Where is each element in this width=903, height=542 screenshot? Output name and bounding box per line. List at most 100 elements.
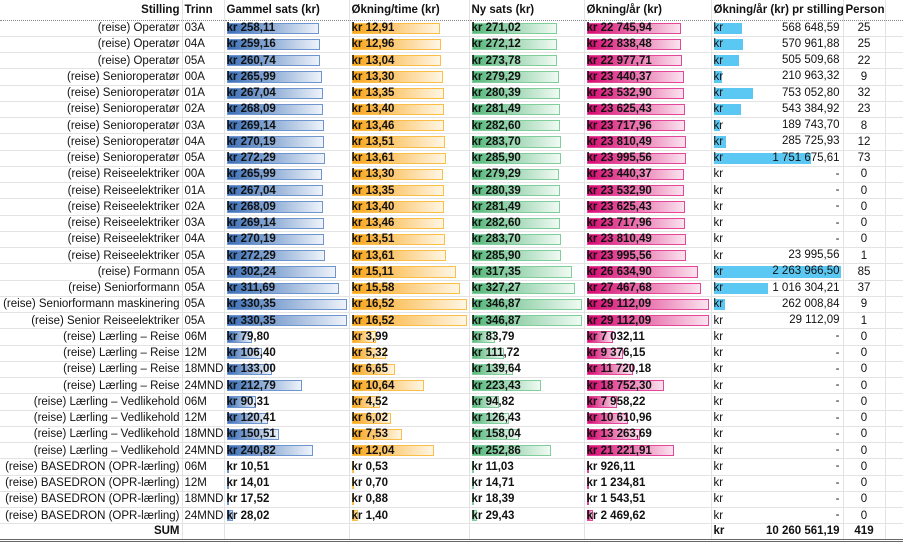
ny-sats-cell[interactable]: kr 282,60 — [469, 215, 585, 232]
pr-stilling-cell[interactable]: kr 210 963,32 — [711, 68, 844, 86]
okning-aar-cell[interactable]: kr 21 221,91 — [584, 442, 712, 460]
okning-time-cell[interactable]: kr 7,53 — [349, 426, 470, 444]
pr-stilling-cell[interactable]: kr 753 052,80 — [711, 85, 844, 102]
trinn-cell[interactable]: 06M — [182, 328, 225, 346]
pr-stilling-cell[interactable]: kr - — [711, 475, 844, 492]
personell-cell[interactable]: 85 — [843, 263, 886, 281]
personell-cell[interactable]: 0 — [843, 328, 886, 346]
okning-aar-cell[interactable]: kr 29 112,09 — [584, 296, 712, 314]
empty-cell[interactable] — [885, 377, 903, 395]
gammel-sats-cell[interactable]: kr 267,04 — [224, 182, 350, 200]
ny-sats-cell[interactable]: kr 280,39 — [469, 182, 585, 200]
trinn-cell[interactable]: 02A — [182, 101, 225, 119]
empty-cell[interactable] — [885, 52, 903, 70]
pr-stilling-cell[interactable]: kr - — [711, 491, 844, 509]
stilling-cell[interactable]: (reise) Lærling – Reise — [0, 345, 183, 362]
okning-aar-cell[interactable]: kr 23 532,90 — [584, 182, 712, 200]
empty-cell[interactable] — [349, 523, 470, 542]
empty-cell[interactable] — [885, 166, 903, 184]
okning-time-cell[interactable]: kr 13,35 — [349, 85, 470, 102]
sum-label[interactable]: SUM — [0, 523, 183, 542]
gammel-sats-cell[interactable]: kr 133,00 — [224, 361, 350, 379]
ny-sats-cell[interactable]: kr 281,49 — [469, 198, 585, 216]
personell-cell[interactable]: 73 — [843, 150, 886, 167]
okning-time-cell[interactable]: kr 6,02 — [349, 410, 470, 427]
ny-sats-cell[interactable]: kr 18,39 — [469, 491, 585, 509]
empty-cell[interactable] — [885, 215, 903, 232]
pr-stilling-cell[interactable]: kr - — [711, 426, 844, 444]
trinn-cell[interactable]: 05A — [182, 312, 225, 330]
header-stilling[interactable]: Stilling — [0, 0, 183, 21]
gammel-sats-cell[interactable]: kr 270,19 — [224, 133, 350, 151]
ny-sats-cell[interactable]: kr 272,12 — [469, 36, 585, 54]
okning-time-cell[interactable]: kr 0,70 — [349, 475, 470, 492]
ny-sats-cell[interactable]: kr 279,29 — [469, 68, 585, 86]
gammel-sats-cell[interactable]: kr 330,35 — [224, 296, 350, 314]
gammel-sats-cell[interactable]: kr 272,29 — [224, 150, 350, 167]
ny-sats-cell[interactable]: kr 282,60 — [469, 117, 585, 135]
stilling-cell[interactable]: (reise) Senioroperatør — [0, 117, 183, 135]
stilling-cell[interactable]: (reise) Reiseelektriker — [0, 166, 183, 184]
empty-cell[interactable] — [885, 328, 903, 346]
trinn-cell[interactable]: 24MND — [182, 442, 225, 460]
empty-cell[interactable] — [885, 182, 903, 200]
okning-time-cell[interactable]: kr 13,40 — [349, 198, 470, 216]
empty-cell[interactable] — [885, 491, 903, 509]
trinn-cell[interactable]: 05A — [182, 280, 225, 297]
stilling-cell[interactable]: (reise) Reiseelektriker — [0, 198, 183, 216]
trinn-cell[interactable]: 01A — [182, 85, 225, 102]
stilling-cell[interactable]: (reise) Lærling – Reise — [0, 377, 183, 395]
gammel-sats-cell[interactable]: kr 150,51 — [224, 426, 350, 444]
pr-stilling-cell[interactable]: kr 189 743,70 — [711, 117, 844, 135]
okning-aar-cell[interactable]: kr 23 717,96 — [584, 117, 712, 135]
empty-cell[interactable] — [885, 20, 903, 37]
okning-aar-cell[interactable]: kr 1 543,51 — [584, 491, 712, 509]
personell-cell[interactable]: 9 — [843, 296, 886, 314]
ny-sats-cell[interactable]: kr 252,86 — [469, 442, 585, 460]
header-okning-time[interactable]: Økning/time (kr) — [349, 0, 470, 21]
empty-cell[interactable] — [584, 523, 712, 542]
stilling-cell[interactable]: (reise) Senioroperatør — [0, 133, 183, 151]
personell-cell[interactable]: 0 — [843, 198, 886, 216]
stilling-cell[interactable]: (reise) BASEDRON (OPR-lærling) — [0, 491, 183, 509]
personell-cell[interactable]: 0 — [843, 182, 886, 200]
stilling-cell[interactable]: (reise) Operatør — [0, 20, 183, 37]
ny-sats-cell[interactable]: kr 279,29 — [469, 166, 585, 184]
ny-sats-cell[interactable]: kr 346,87 — [469, 312, 585, 330]
personell-cell[interactable]: 12 — [843, 133, 886, 151]
pr-stilling-cell[interactable]: kr - — [711, 458, 844, 476]
personell-cell[interactable]: 0 — [843, 231, 886, 249]
ny-sats-cell[interactable]: kr 126,43 — [469, 410, 585, 427]
pr-stilling-cell[interactable]: kr 568 648,59 — [711, 20, 844, 37]
okning-aar-cell[interactable]: kr 27 467,68 — [584, 280, 712, 297]
gammel-sats-cell[interactable]: kr 10,51 — [224, 458, 350, 476]
okning-aar-cell[interactable]: kr 22 838,48 — [584, 36, 712, 54]
trinn-cell[interactable]: 12M — [182, 410, 225, 427]
okning-aar-cell[interactable]: kr 926,11 — [584, 458, 712, 476]
stilling-cell[interactable]: (reise) Reiseelektriker — [0, 231, 183, 249]
trinn-cell[interactable]: 18MND — [182, 361, 225, 379]
header-pr-stilling[interactable]: Økning/år (kr) pr stilling — [711, 0, 844, 21]
personell-cell[interactable]: 0 — [843, 410, 886, 427]
empty-cell[interactable] — [885, 523, 903, 542]
gammel-sats-cell[interactable]: kr 267,04 — [224, 85, 350, 102]
header-trinn[interactable]: Trinn — [182, 0, 225, 21]
empty-cell[interactable] — [885, 150, 903, 167]
pr-stilling-cell[interactable]: kr 1 751 675,61 — [711, 150, 844, 167]
header-ny-sats[interactable]: Ny sats (kr) — [469, 0, 585, 21]
personell-cell[interactable]: 8 — [843, 117, 886, 135]
okning-time-cell[interactable]: kr 10,64 — [349, 377, 470, 395]
stilling-cell[interactable]: (reise) Lærling – Reise — [0, 361, 183, 379]
stilling-cell[interactable]: (reise) Senioroperatør — [0, 101, 183, 119]
gammel-sats-cell[interactable]: kr 302,24 — [224, 263, 350, 281]
personell-cell[interactable]: 0 — [843, 458, 886, 476]
pr-stilling-cell[interactable]: kr - — [711, 345, 844, 362]
empty-cell[interactable] — [885, 85, 903, 102]
stilling-cell[interactable]: (reise) Seniorformann — [0, 280, 183, 297]
okning-time-cell[interactable]: kr 1,40 — [349, 507, 470, 525]
gammel-sats-cell[interactable]: kr 258,11 — [224, 20, 350, 37]
okning-aar-cell[interactable]: kr 23 995,56 — [584, 150, 712, 167]
ny-sats-cell[interactable]: kr 317,35 — [469, 263, 585, 281]
trinn-cell[interactable]: 02A — [182, 198, 225, 216]
empty-cell[interactable] — [885, 442, 903, 460]
